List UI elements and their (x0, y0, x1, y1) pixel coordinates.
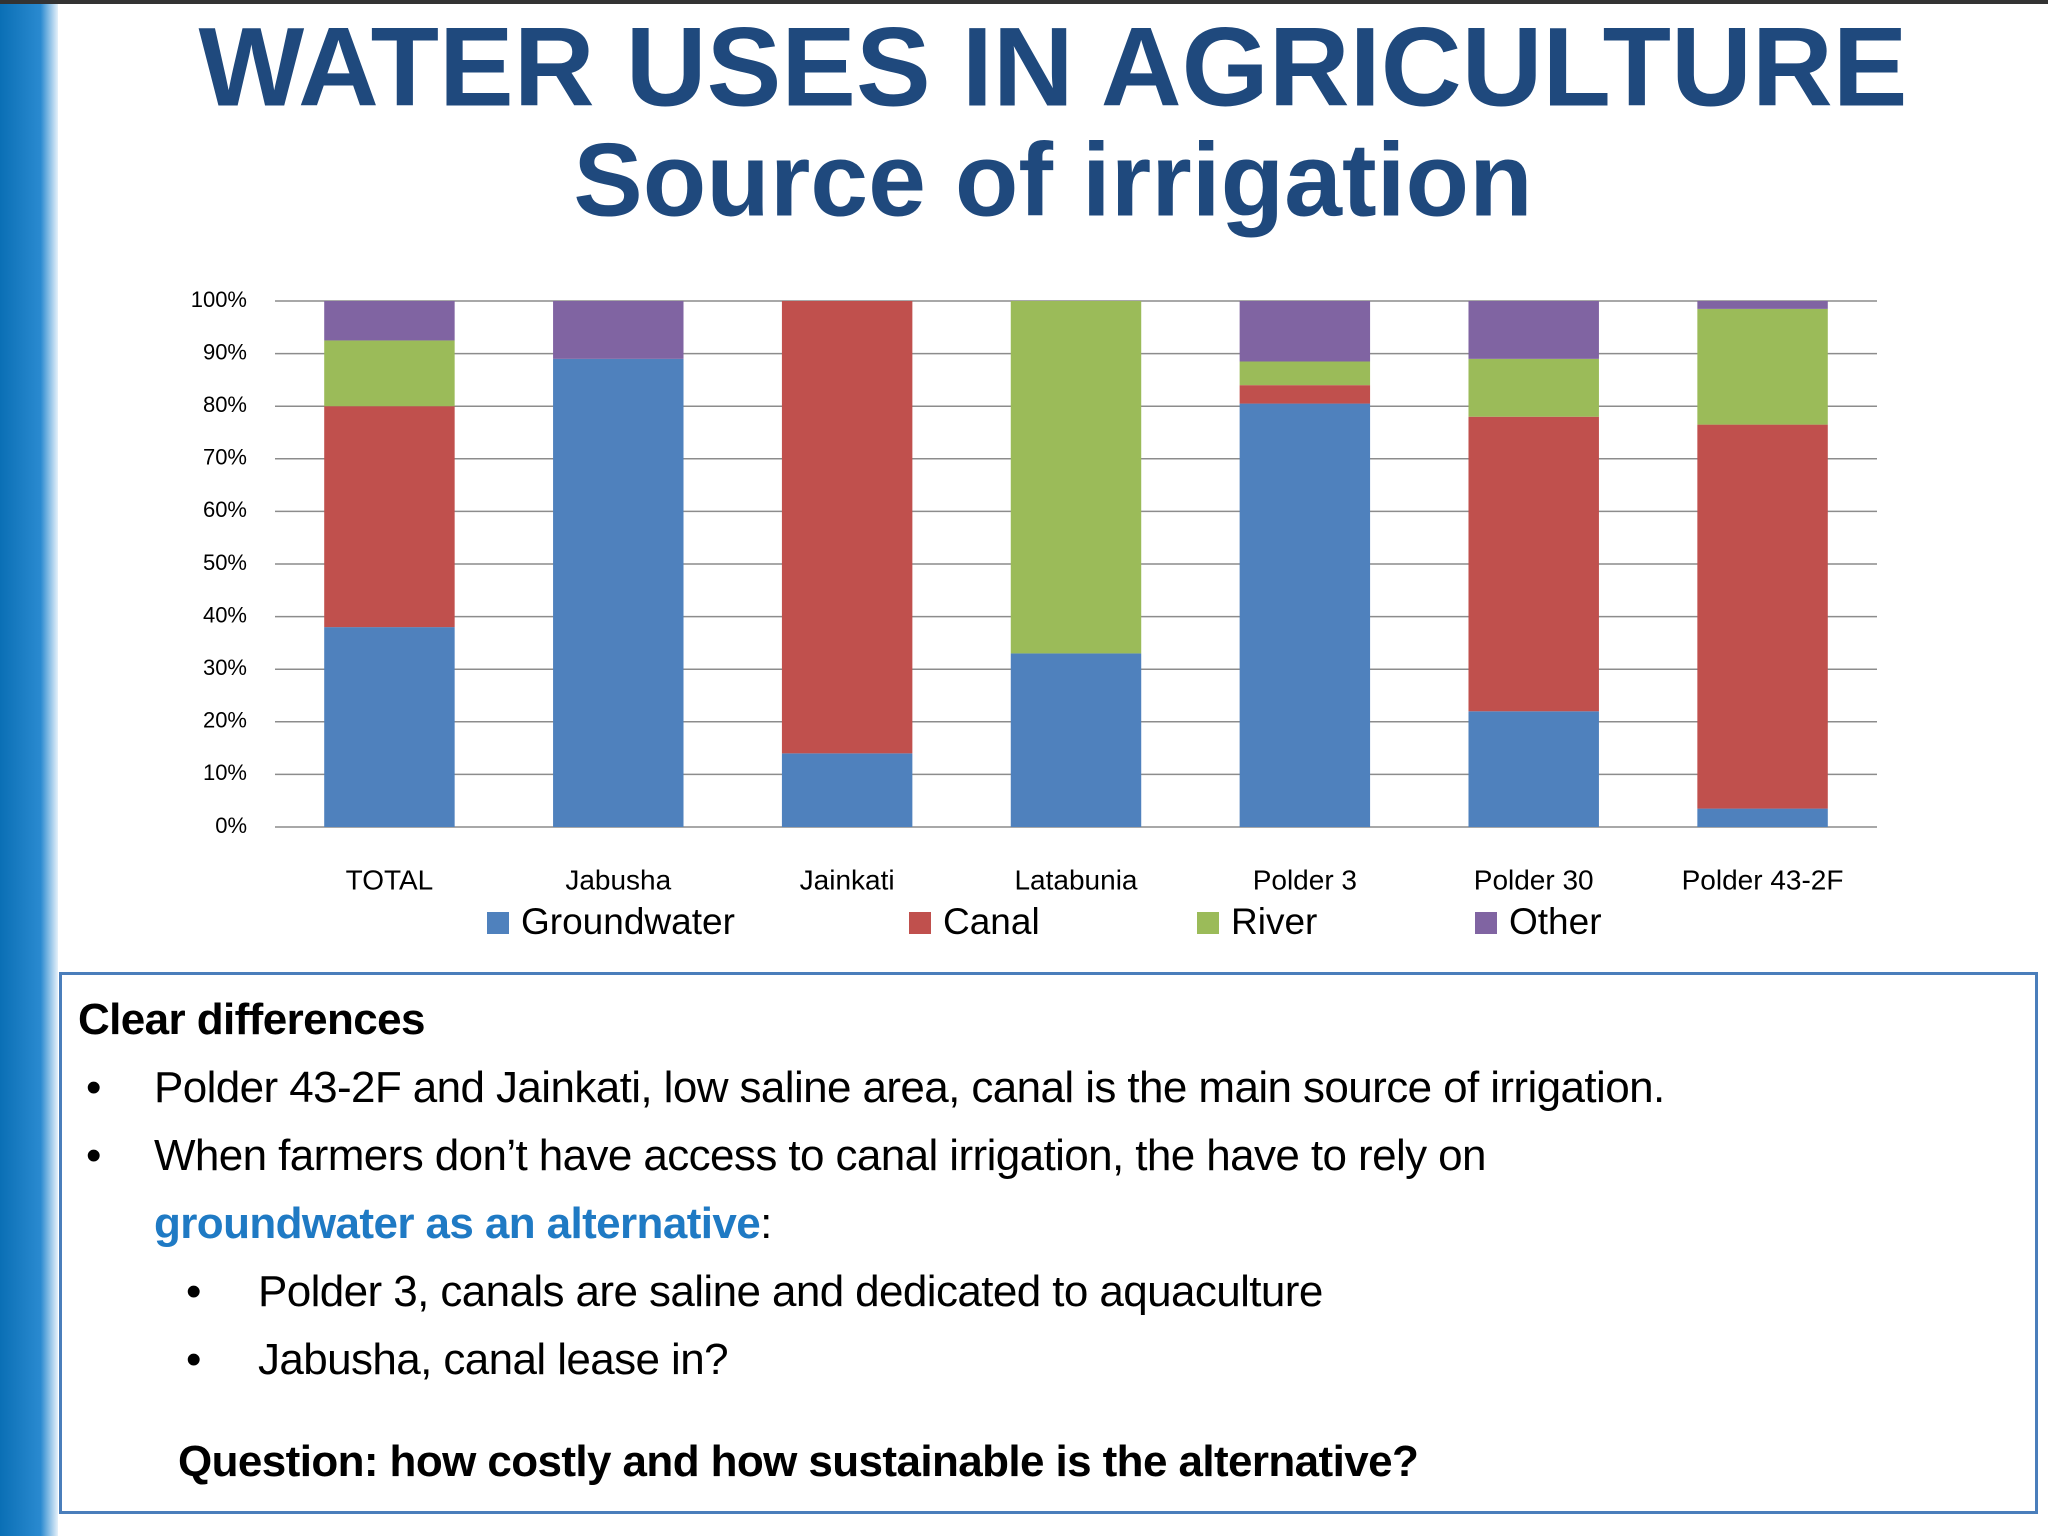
sub-bullet-dot: • (186, 1335, 201, 1384)
y-tick-label: 50% (203, 550, 247, 575)
y-tick-label: 80% (203, 392, 247, 417)
bar-segment (1468, 711, 1599, 827)
bar-segment (1697, 424, 1828, 809)
x-tick-label: Polder 3 (1253, 864, 1357, 895)
side-stripe (0, 0, 58, 1536)
x-tick-label: TOTAL (346, 864, 434, 895)
bar-segment (1697, 308, 1828, 425)
x-tick-label: Jainkati (800, 864, 895, 895)
bar-segment (1010, 653, 1142, 827)
bar-segment (781, 301, 913, 754)
legend-swatch (487, 912, 509, 934)
legend-label: River (1231, 901, 1317, 942)
y-tick-label: 10% (203, 760, 247, 785)
bar-segment (1468, 301, 1599, 359)
x-tick-label: Polder 43-2F (1682, 864, 1844, 895)
bar-segment (324, 301, 455, 341)
x-tick-label: Polder 30 (1474, 864, 1594, 895)
y-tick-label: 100% (191, 287, 247, 312)
bar-segment (1468, 416, 1599, 712)
sub-bullet-text: Polder 3, canals are saline and dedicate… (258, 1267, 1323, 1316)
legend-swatch (1197, 912, 1219, 934)
bullet-dot: • (86, 1131, 101, 1180)
y-tick-label: 60% (203, 497, 247, 522)
bar-segment (1239, 301, 1371, 362)
top-line (0, 0, 2048, 4)
bar-segment (324, 406, 455, 628)
legend-label: Canal (943, 901, 1040, 942)
y-tick-label: 30% (203, 655, 247, 680)
bar-segment (553, 301, 684, 359)
chart-title: WATER USES IN AGRICULTURE (198, 5, 1907, 130)
highlight: groundwater as an alternative (154, 1199, 761, 1248)
sub-bullet-text: Jabusha, canal lease in? (258, 1335, 729, 1384)
bar-segment (1239, 361, 1371, 386)
y-tick-label: 90% (203, 339, 247, 364)
chart-subtitle: Source of irrigation (573, 122, 1532, 238)
notes-heading: Clear differences (78, 995, 425, 1044)
y-tick-label: 0% (215, 813, 247, 838)
bullet-end: : (760, 1199, 772, 1248)
bar-segment (324, 340, 455, 407)
bar-segment (1239, 403, 1371, 827)
y-tick-label: 20% (203, 708, 247, 733)
bullet-continuation: groundwater as an alternative: (154, 1196, 772, 1252)
bar-segment (1697, 808, 1828, 827)
y-tick-label: 40% (203, 602, 247, 627)
sub-bullet-dot: • (186, 1267, 201, 1316)
legend-swatch (909, 912, 931, 934)
legend-swatch (1475, 912, 1497, 934)
bar-segment (324, 627, 455, 827)
bullet-text: Polder 43-2F and Jainkati, low saline ar… (154, 1063, 1665, 1112)
bullet-text: When farmers don’t have access to canal … (154, 1131, 1486, 1180)
legend-label: Other (1509, 901, 1602, 942)
legend-label: Groundwater (521, 901, 735, 942)
bar-segment (553, 358, 684, 827)
bar-segment (1010, 301, 1142, 654)
bullet-dot: • (86, 1063, 101, 1112)
notes-box: Clear differences • Polder 43-2F and Jai… (59, 972, 2038, 1514)
x-tick-label: Jabusha (565, 864, 671, 895)
bar-segment (1697, 301, 1828, 309)
bar-segment (1468, 358, 1599, 417)
chart: WATER USES IN AGRICULTURE Source of irri… (191, 5, 1908, 942)
bar-segment (781, 753, 913, 827)
x-tick-label: Latabunia (1014, 864, 1137, 895)
question: Question: how costly and how sustainable… (178, 1437, 1419, 1486)
bar-segment (1239, 385, 1371, 404)
y-tick-label: 70% (203, 445, 247, 470)
